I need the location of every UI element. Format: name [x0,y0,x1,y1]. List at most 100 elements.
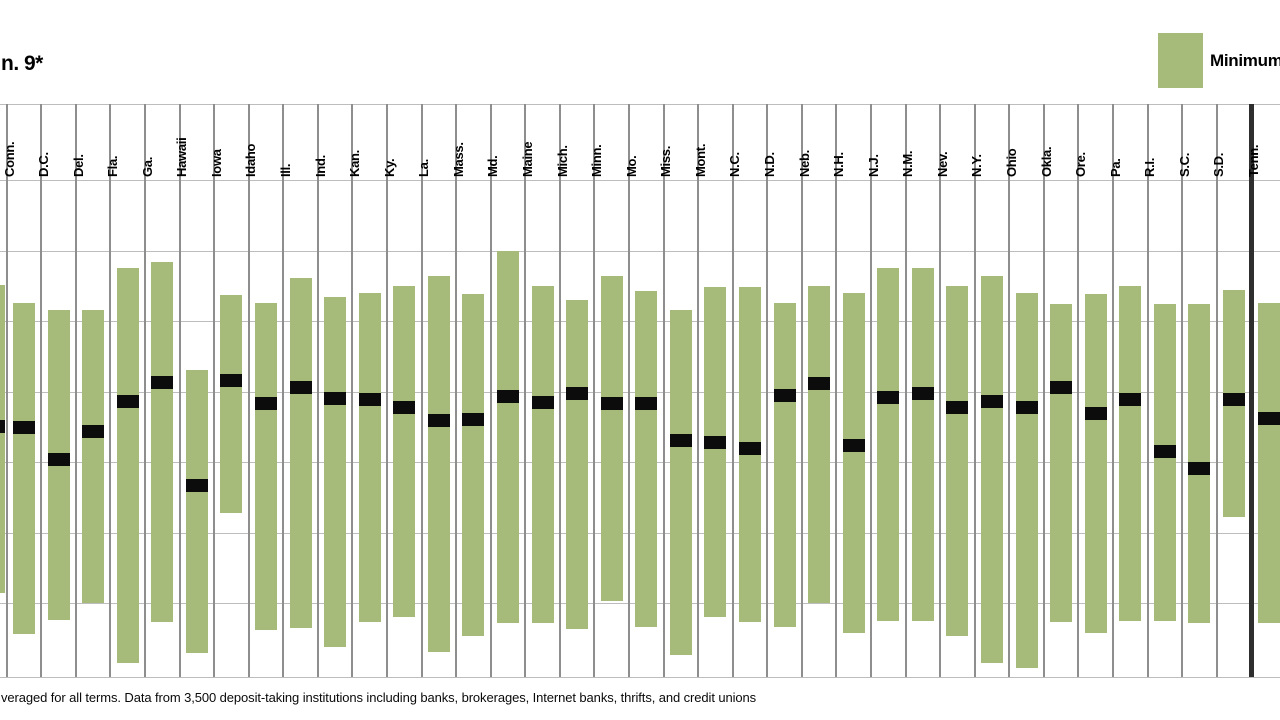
average-marker [496,389,519,403]
grid-vline [316,104,319,677]
state-range-bar [773,303,796,627]
state-label: S.C. [1176,152,1192,177]
state-range-bar [877,268,900,621]
average-marker [1188,461,1211,475]
state-range-bar [116,268,139,663]
average-marker [600,396,623,410]
state-label: Ky. [381,158,397,177]
average-marker [531,395,554,409]
grid-vline [731,104,734,677]
average-marker [1119,392,1142,406]
grid-vline [143,104,146,677]
average-marker [1222,392,1245,406]
grid-vline [109,104,112,677]
grid-vline [1181,104,1184,677]
state-label: Idaho [243,143,259,177]
average-marker [808,376,831,390]
state-range-bar [13,303,35,634]
state-range-bar [531,286,554,623]
grid-vline [835,104,838,677]
state-label: Tenn. [1246,144,1262,177]
state-label: Md. [485,155,501,177]
average-marker [254,396,277,410]
state-label: N.D. [762,152,778,177]
state-range-bar [1050,304,1073,622]
average-marker [324,391,347,405]
average-marker [1257,411,1280,425]
state-label: R.I. [1142,157,1158,177]
state-range-bar [808,286,831,603]
grid-hline [0,677,1280,678]
divider-heavy-line [1248,104,1254,677]
state-label: Mich. [554,145,570,177]
grid-vline [213,104,216,677]
average-marker [462,412,485,426]
state-label: D.C. [36,152,52,177]
average-marker [1084,406,1107,420]
average-marker [116,394,139,408]
grid-vline [351,104,354,677]
average-marker [842,438,865,452]
grid-vline [973,104,976,677]
state-label: Hawaii [174,137,190,177]
average-marker [358,392,381,406]
state-label: Kan. [347,150,363,177]
state-range-bar [704,287,727,617]
state-label: N.C. [727,152,743,177]
state-label: Nev. [934,151,950,177]
chart-title-fragment: n. 9* [1,52,43,75]
average-marker [1050,380,1073,394]
state-label: N.J. [865,154,881,177]
state-label: Conn. [1,141,17,177]
grid-vline [939,104,942,677]
average-marker [773,388,796,402]
average-marker [669,433,692,447]
average-marker [911,386,934,400]
state-label: Maine [520,141,536,177]
state-label: Mass. [450,142,466,177]
grid-vline [420,104,423,677]
state-range-bar [1015,293,1038,668]
state-range-bar [0,285,5,593]
average-marker [185,478,208,492]
state-range-bar [980,276,1003,663]
grid-vline [1077,104,1080,677]
state-range-bar [220,295,243,513]
state-range-bar [600,276,623,601]
grid-vline [282,104,285,677]
state-range-bar [1153,304,1176,621]
state-range-bar [738,287,761,622]
state-label: N.M. [900,150,916,177]
average-marker [704,435,727,449]
average-marker [946,400,969,414]
average-marker [635,396,658,410]
average-marker [566,386,589,400]
grid-vline [558,104,561,677]
grid-hline [0,104,1280,105]
grid-vline [455,104,458,677]
average-marker [1153,444,1176,458]
state-range-bar [635,291,658,627]
grid-hline [0,180,1280,181]
grid-vline [662,104,665,677]
state-label: Miss. [658,145,674,177]
state-label: N.Y. [969,154,985,177]
average-marker [980,394,1003,408]
state-label: Pa. [1107,158,1123,177]
average-marker [1015,400,1038,414]
state-label: N.H. [831,152,847,177]
grid-vline [1042,104,1045,677]
average-marker [0,419,5,433]
state-label: Fla. [105,155,121,177]
state-range-bar [566,300,589,629]
average-marker [82,424,105,438]
state-range-bar [496,251,519,623]
state-label: Ill. [278,163,294,177]
average-marker [738,441,761,455]
grid-vline [524,104,527,677]
average-marker [47,452,70,466]
state-range-bar [911,268,934,621]
state-range-bar [1119,286,1142,621]
grid-vline [74,104,77,677]
average-marker [427,413,450,427]
